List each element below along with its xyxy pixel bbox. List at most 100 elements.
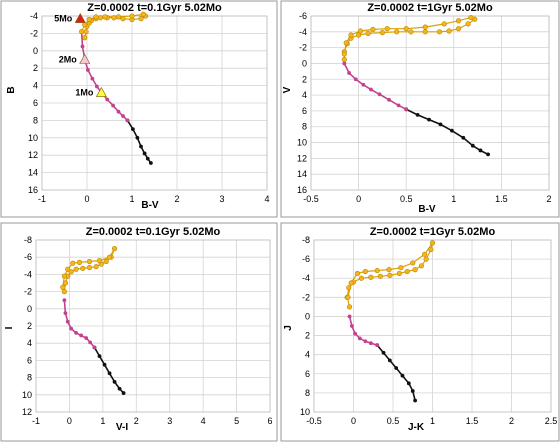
data-point (470, 143, 475, 148)
triangle-marker (74, 12, 86, 23)
data-point (97, 15, 104, 21)
data-point (354, 270, 361, 277)
data-point (413, 398, 418, 403)
data-point (379, 30, 386, 36)
data-point (415, 112, 420, 117)
x-tick-label: 4 (201, 416, 206, 426)
data-point (446, 28, 452, 34)
x-tick-label: 2 (174, 194, 179, 204)
y-tick-label: -4 (30, 11, 38, 21)
x-tick-label: 0 (67, 416, 72, 426)
data-point (93, 14, 99, 20)
y-tick-label: -4 (24, 269, 32, 279)
plot-area (41, 15, 268, 191)
data-point (436, 29, 443, 35)
data-point (86, 264, 93, 271)
data-point (422, 24, 428, 30)
x-tick-label: 2 (134, 416, 139, 426)
y-tick-label: 8 (302, 122, 307, 132)
data-point (387, 272, 393, 278)
x-tick-label: 1 (100, 416, 105, 426)
y-tick-label: -2 (299, 43, 307, 53)
series-giant-branch (344, 240, 436, 310)
data-point (410, 260, 416, 266)
data-point (111, 246, 118, 252)
data-point (428, 246, 434, 253)
data-point (412, 267, 418, 273)
data-point (429, 240, 436, 246)
data-point (70, 260, 76, 266)
data-point (69, 326, 74, 331)
y-tick-label: 10 (22, 390, 32, 400)
data-point (102, 362, 107, 367)
data-point (341, 56, 347, 63)
data-point (62, 298, 67, 303)
data-point (387, 97, 391, 102)
data-point (347, 71, 351, 75)
y-tick-label: 14 (297, 169, 307, 179)
data-point (63, 311, 68, 316)
x-tick-label: -1 (32, 416, 40, 426)
y-tick-label: -8 (302, 235, 310, 245)
data-point (408, 29, 414, 35)
data-point (83, 29, 89, 35)
mass-marker-1Mo: 1Mo (75, 86, 107, 98)
data-point (369, 87, 373, 92)
data-point (129, 13, 135, 19)
data-point (121, 391, 126, 395)
plot-area (35, 239, 271, 413)
data-point (105, 97, 110, 102)
x-tick-label: 0 (351, 416, 356, 426)
data-point (78, 29, 85, 35)
data-point (148, 161, 153, 165)
x-tick-label: 0.5 (400, 194, 413, 204)
data-point (97, 354, 102, 359)
x-tick-label: 2.5 (545, 416, 558, 426)
data-point (135, 135, 140, 140)
x-tick-label: 1 (430, 416, 435, 426)
data-point (82, 22, 88, 28)
y-axis-label: V (282, 86, 293, 93)
data-point (427, 117, 431, 122)
y-tick-label: 4 (302, 90, 307, 100)
y-tick-label: 4 (305, 350, 310, 360)
y-tick-label: 8 (305, 388, 310, 398)
x-axis-label: J-K (408, 422, 425, 433)
y-tick-label: 6 (27, 355, 32, 365)
mass-marker-2Mo: 2Mo (59, 53, 91, 65)
data-point (406, 381, 411, 386)
x-tick-label: 3 (219, 194, 224, 204)
data-point (111, 15, 117, 21)
panel-frame (280, 0, 560, 218)
data-point (461, 135, 466, 140)
data-point (73, 266, 79, 272)
data-point (65, 319, 70, 324)
x-tick-label: 3 (167, 416, 172, 426)
chart-title: Z=0.0002 t=0.1Gyr 5.02Mo (87, 2, 222, 14)
data-point (357, 28, 364, 34)
data-point (441, 21, 447, 27)
panel-frame (0, 0, 278, 218)
data-point (88, 340, 93, 345)
data-point (368, 274, 374, 280)
x-tick-label: 6 (267, 416, 272, 426)
data-point (370, 26, 376, 33)
data-point (362, 268, 368, 275)
y-tick-label: -2 (302, 292, 310, 302)
y-tick-label: 6 (305, 369, 310, 379)
y-tick-label: -4 (299, 27, 307, 37)
data-point (346, 285, 352, 291)
data-point (92, 345, 97, 350)
y-tick-label: 12 (297, 153, 307, 163)
data-point (90, 76, 95, 81)
data-point (478, 148, 483, 153)
chart-panel-2: -6 -4 -2 0 2 4 6 8 10 12 14 16-0.5 0 0.5 1 1.5 2 Z=0.0002… (280, 0, 560, 218)
y-tick-label: 12 (28, 150, 38, 160)
y-tick-label: -8 (24, 235, 32, 245)
data-point (438, 122, 443, 127)
y-tick-label: -2 (24, 287, 32, 297)
data-point (455, 26, 462, 32)
x-tick-label: 4 (264, 194, 269, 204)
